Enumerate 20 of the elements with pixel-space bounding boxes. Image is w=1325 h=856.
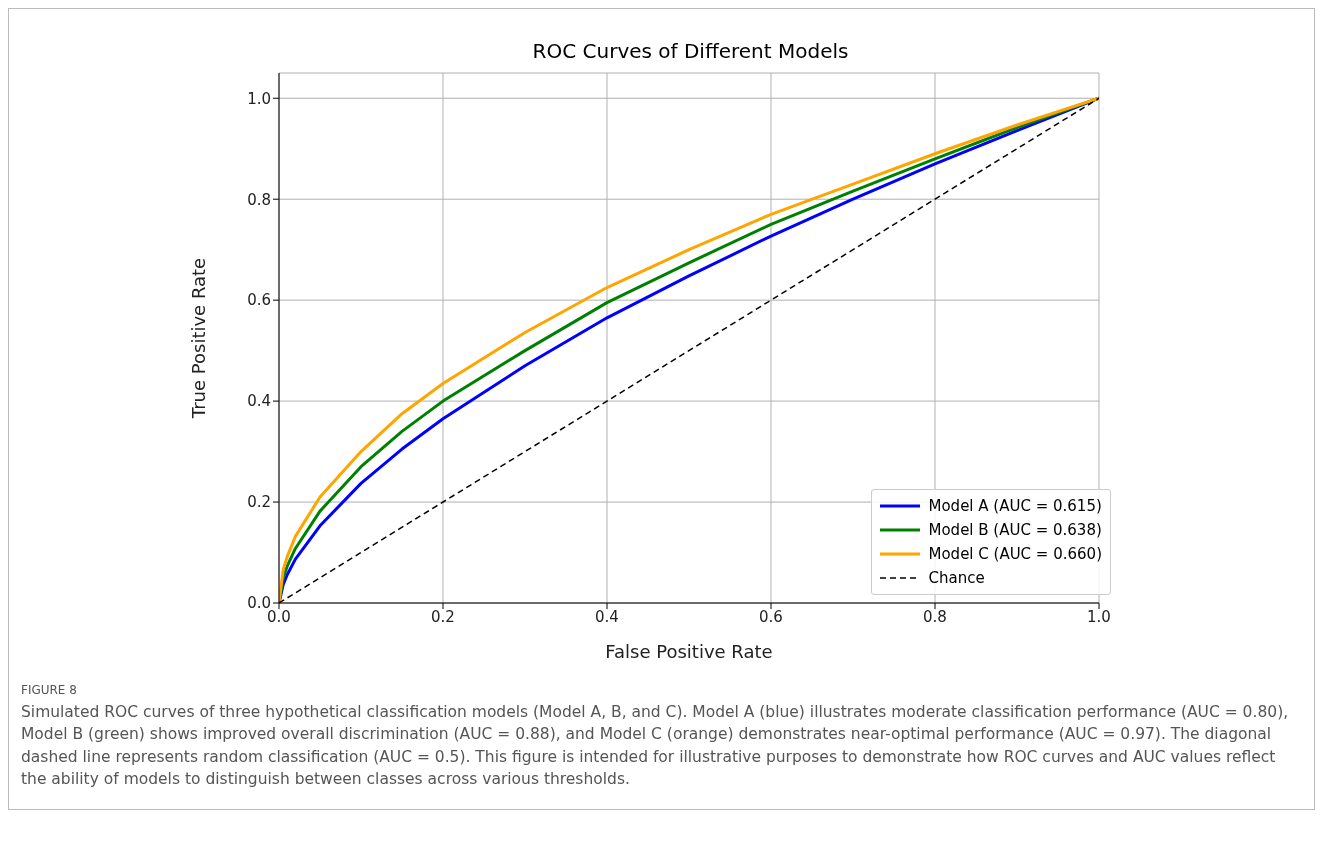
x-tick-label: 0.0: [267, 607, 291, 626]
y-tick-label: 1.0: [247, 89, 271, 108]
x-tick-label: 0.8: [923, 607, 947, 626]
y-tick-label: 0.6: [247, 291, 271, 310]
x-axis-title: False Positive Rate: [605, 641, 773, 662]
legend-label: Chance: [928, 569, 985, 587]
x-tick-label: 1.0: [1087, 607, 1111, 626]
x-tick-label: 0.2: [431, 607, 455, 626]
x-tick-label: 0.4: [595, 607, 619, 626]
legend-label: Model A (AUC = 0.615): [928, 497, 1102, 515]
y-tick-label: 0.4: [247, 392, 271, 411]
chart-title: ROC Curves of Different Models: [531, 38, 850, 63]
caption: FIGURE 8: [21, 683, 78, 697]
y-tick-label: 0.8: [247, 190, 271, 209]
y-axis-title: True Positive Rate: [188, 257, 210, 420]
y-tick-label: 0.2: [247, 493, 271, 512]
legend-label: Model C (AUC = 0.660): [928, 545, 1102, 563]
x-tick-label: 0.6: [759, 607, 783, 626]
text: Simulated ROC curves of three hypothetical classification models (Model A, B, and C). Model A (blue) illustrates moderate classification performance (AUC = 0.80), Model B (green) shows improved overall discrimination (AUC = 0.88), and Model C (orange) demonstrates near-optimal performance (AUC = 0.97). The diagonal dashed line represents random classification (AUC = 0.5). This figure is intended for illustrative purposes to demonstrate how ROC curves and AUC values reflect the ability of models to distinguish between classes across various thresholds.: [21, 702, 1290, 791]
legend-label: Model B (AUC = 0.638): [928, 521, 1102, 539]
